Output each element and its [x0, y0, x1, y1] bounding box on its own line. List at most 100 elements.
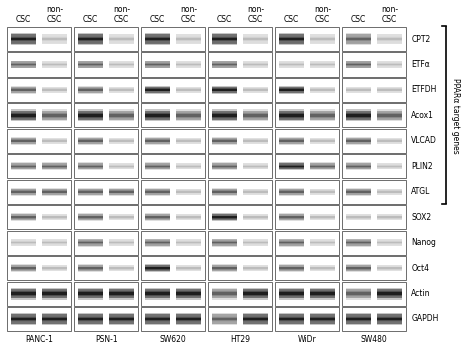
- Bar: [11, 292, 36, 293]
- Bar: [212, 113, 237, 114]
- Bar: [346, 139, 371, 140]
- Bar: [176, 111, 201, 112]
- Bar: [145, 67, 170, 68]
- Bar: [109, 192, 134, 193]
- Bar: [176, 34, 201, 35]
- Bar: [42, 165, 67, 166]
- Bar: [42, 87, 67, 88]
- Bar: [42, 194, 67, 195]
- Bar: [145, 138, 170, 139]
- Bar: [212, 243, 237, 244]
- Bar: [109, 111, 134, 112]
- Bar: [145, 313, 170, 314]
- Bar: [346, 214, 371, 215]
- Bar: [279, 139, 304, 140]
- Bar: [78, 138, 103, 139]
- Bar: [279, 188, 304, 190]
- Bar: [176, 165, 201, 166]
- Bar: [11, 220, 36, 221]
- Bar: [208, 129, 272, 153]
- Bar: [42, 293, 67, 295]
- Bar: [279, 144, 304, 145]
- Bar: [310, 91, 335, 92]
- Bar: [109, 66, 134, 67]
- Bar: [176, 217, 201, 218]
- Bar: [11, 114, 36, 115]
- Bar: [78, 86, 103, 87]
- Bar: [377, 313, 402, 314]
- Bar: [212, 321, 237, 323]
- Bar: [243, 240, 268, 241]
- Bar: [310, 139, 335, 140]
- Bar: [310, 163, 335, 164]
- Bar: [145, 294, 170, 296]
- Bar: [243, 142, 268, 143]
- Bar: [78, 167, 103, 168]
- Bar: [78, 287, 103, 289]
- Bar: [310, 189, 335, 190]
- Bar: [176, 320, 201, 321]
- Bar: [212, 242, 237, 243]
- Bar: [212, 61, 237, 62]
- Bar: [78, 168, 103, 170]
- Bar: [279, 265, 304, 266]
- Bar: [42, 90, 67, 91]
- Bar: [11, 163, 36, 164]
- Bar: [78, 42, 103, 44]
- Bar: [42, 240, 67, 241]
- Bar: [346, 61, 371, 62]
- Bar: [109, 324, 134, 325]
- Bar: [212, 298, 237, 299]
- Bar: [176, 41, 201, 42]
- Bar: [176, 61, 201, 62]
- Bar: [377, 112, 402, 113]
- Bar: [109, 61, 134, 62]
- Bar: [109, 113, 134, 114]
- Bar: [212, 138, 237, 139]
- Bar: [11, 214, 36, 215]
- Bar: [377, 87, 402, 88]
- Bar: [279, 241, 304, 242]
- Bar: [78, 144, 103, 145]
- Bar: [176, 140, 201, 141]
- Bar: [11, 265, 36, 266]
- Bar: [377, 140, 402, 141]
- Bar: [279, 87, 304, 88]
- Bar: [42, 143, 67, 144]
- Bar: [346, 269, 371, 270]
- Bar: [109, 270, 134, 271]
- Bar: [145, 87, 170, 88]
- Bar: [78, 60, 103, 61]
- Bar: [109, 244, 134, 245]
- Bar: [275, 307, 339, 331]
- Bar: [42, 140, 67, 141]
- Bar: [78, 142, 103, 143]
- Bar: [279, 316, 304, 317]
- Bar: [109, 40, 134, 41]
- Bar: [78, 165, 103, 166]
- Bar: [145, 93, 170, 94]
- Bar: [342, 180, 406, 204]
- Bar: [275, 78, 339, 102]
- Bar: [109, 219, 134, 220]
- Bar: [279, 42, 304, 44]
- Bar: [42, 167, 67, 168]
- Bar: [42, 298, 67, 299]
- Bar: [346, 266, 371, 267]
- Bar: [42, 319, 67, 320]
- Bar: [109, 320, 134, 321]
- Bar: [377, 163, 402, 164]
- Bar: [212, 191, 237, 192]
- Bar: [279, 270, 304, 271]
- Bar: [243, 244, 268, 245]
- Bar: [176, 193, 201, 194]
- Bar: [243, 90, 268, 91]
- Bar: [11, 34, 36, 35]
- Bar: [7, 129, 71, 153]
- Bar: [279, 64, 304, 65]
- Bar: [42, 117, 67, 118]
- Bar: [42, 110, 67, 111]
- Bar: [346, 296, 371, 297]
- Text: CSC: CSC: [47, 14, 62, 24]
- Bar: [42, 113, 67, 114]
